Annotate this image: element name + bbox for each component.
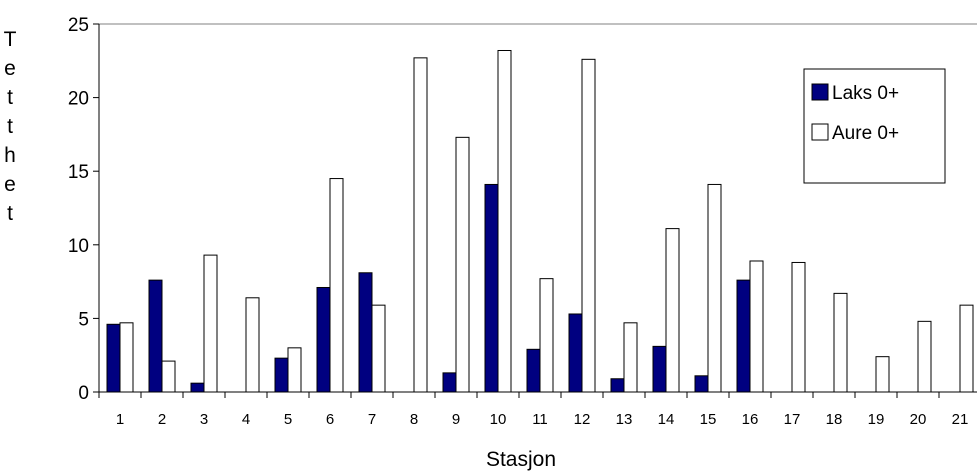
y-tick-label-5: 5: [78, 309, 89, 330]
x-tick-label-16: 16: [742, 411, 759, 428]
bar-aure-4: [245, 297, 260, 393]
y-axis-title-letter: t: [7, 202, 13, 225]
x-tick-label-20: 20: [910, 411, 927, 428]
bar-aure-18: [833, 292, 848, 393]
x-tick-label-12: 12: [574, 411, 591, 428]
bar-laks-12: [568, 313, 583, 393]
bar-aure-10: [497, 49, 512, 393]
x-tick-label-1: 1: [116, 411, 124, 428]
bar-laks-3: [190, 382, 205, 393]
bars-group: [106, 49, 974, 393]
x-tick-label-7: 7: [368, 411, 376, 428]
bar-laks-10: [484, 183, 499, 393]
x-tick-label-4: 4: [242, 411, 250, 428]
bar-laks-11: [526, 348, 541, 393]
y-axis-title-letter: t: [7, 115, 13, 138]
x-tick-label-2: 2: [158, 411, 166, 428]
bar-aure-13: [623, 322, 638, 393]
bar-laks-9: [442, 372, 457, 393]
legend: Laks 0+ Aure 0+: [803, 68, 946, 184]
bar-aure-17: [791, 261, 806, 393]
x-tick-label-13: 13: [616, 411, 633, 428]
x-tick-label-15: 15: [700, 411, 717, 428]
x-tick-label-6: 6: [326, 411, 334, 428]
bar-laks-16: [736, 279, 751, 393]
x-tick-label-3: 3: [200, 411, 208, 428]
bar-aure-2: [161, 360, 176, 393]
bar-laks-2: [148, 279, 163, 393]
y-tick-label-10: 10: [68, 236, 89, 257]
legend-label-laks: Laks 0+: [832, 83, 899, 104]
x-tick-label-18: 18: [826, 411, 843, 428]
legend-swatch-laks: [811, 83, 829, 101]
bar-aure-6: [329, 178, 344, 393]
y-tick-label-25: 25: [68, 15, 89, 36]
bar-aure-9: [455, 136, 470, 393]
bar-aure-14: [665, 228, 680, 393]
x-tick-label-10: 10: [490, 411, 507, 428]
x-tick-label-9: 9: [452, 411, 460, 428]
y-axis-title-letter: h: [4, 144, 16, 167]
bar-aure-21: [959, 304, 974, 393]
legend-swatch-aure: [811, 123, 829, 141]
y-axis-title-letter: e: [4, 173, 16, 196]
bar-aure-7: [371, 304, 386, 393]
y-axis-title-letter: e: [4, 57, 16, 80]
bar-laks-14: [652, 345, 667, 393]
bar-laks-15: [694, 375, 709, 393]
x-tick-label-8: 8: [410, 411, 418, 428]
bar-aure-8: [413, 57, 428, 393]
bar-laks-5: [274, 357, 289, 393]
bar-aure-15: [707, 183, 722, 393]
x-tick-label-21: 21: [952, 411, 969, 428]
bar-aure-12: [581, 58, 596, 393]
y-axis-title-letter: t: [7, 86, 13, 109]
x-axis-title: Stasjon: [486, 448, 556, 471]
y-tick-label-0: 0: [78, 383, 89, 404]
bar-aure-1: [119, 322, 134, 393]
bar-laks-7: [358, 272, 373, 393]
bar-laks-1: [106, 323, 121, 393]
x-tick-label-11: 11: [532, 411, 548, 428]
y-axis-title-letter: T: [4, 28, 17, 51]
y-tick-label-20: 20: [68, 89, 89, 110]
bar-aure-3: [203, 254, 218, 393]
bar-aure-11: [539, 278, 554, 393]
bar-aure-5: [287, 347, 302, 393]
bar-laks-6: [316, 286, 331, 393]
y-tick-label-15: 15: [68, 162, 89, 183]
legend-label-aure: Aure 0+: [832, 123, 899, 144]
x-tick-label-19: 19: [868, 411, 885, 428]
bar-laks-13: [610, 378, 625, 393]
x-tick-label-5: 5: [284, 411, 292, 428]
bar-aure-20: [917, 320, 932, 393]
bar-aure-16: [749, 260, 764, 393]
x-tick-label-17: 17: [784, 411, 801, 428]
x-tick-label-14: 14: [658, 411, 675, 428]
bar-aure-19: [875, 356, 890, 393]
